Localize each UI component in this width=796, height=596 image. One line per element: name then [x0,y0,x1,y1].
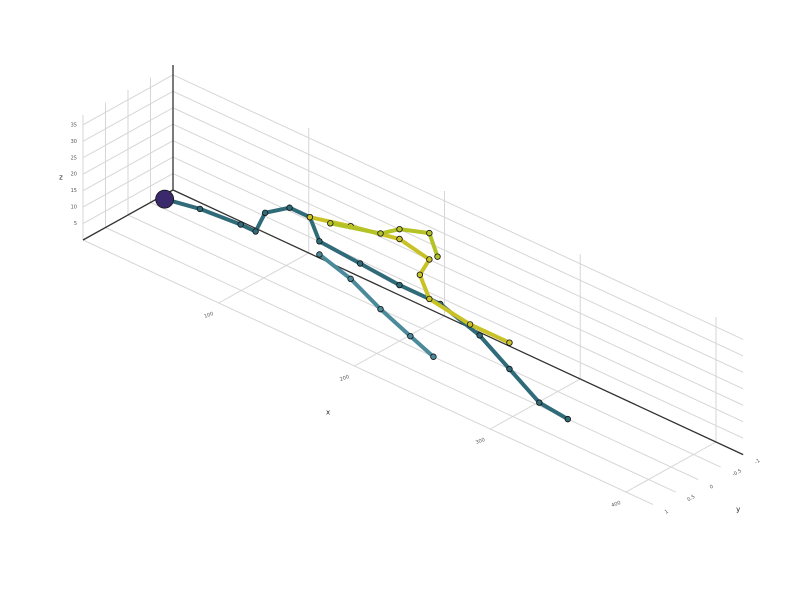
node [506,339,513,346]
grid-line [172,123,744,390]
y-axis-title: y [736,506,740,514]
z-tick-label: 35 [71,122,77,128]
y-tick-label: 0.5 [686,494,696,503]
node [377,230,384,237]
grid-line [172,74,744,340]
node [356,260,364,267]
node [306,213,314,221]
node [426,295,433,303]
z-tick-label: 5 [74,221,77,227]
grid-line [172,107,744,373]
grid-line [150,202,721,468]
y-tick-label: -1 [754,458,761,466]
y-tick-label: 0 [709,484,715,491]
node [347,275,354,283]
node [316,251,323,258]
x-tick-label: 100 [203,311,214,320]
node [426,229,433,237]
node [155,189,175,209]
grid-line [82,107,174,159]
grid-line [82,239,654,506]
grid-line [172,90,744,357]
x-tick-label: 200 [339,374,350,383]
node [286,204,293,211]
grid-line [82,156,174,208]
z-tick-label: 10 [71,205,77,211]
grid-line [127,214,699,481]
node [407,332,414,340]
grid-line [82,140,174,192]
z-tick-label: 25 [71,155,77,161]
grid-line [172,173,744,439]
x-axis-title: x [326,408,330,416]
node [237,221,244,228]
grid-line [82,123,174,175]
grid-line [172,156,744,423]
node [261,209,269,217]
node [377,305,384,313]
node [434,253,441,260]
z-tick-label: 15 [71,188,77,194]
grid-line [105,227,676,493]
node [416,271,424,278]
z-axis-title: z [59,173,63,181]
branch [309,215,511,345]
node [316,238,323,245]
node [396,225,403,233]
grid-line [82,173,174,224]
node [252,228,259,235]
node [536,399,543,406]
node [506,365,513,373]
x-tick-label: 300 [475,437,486,446]
node [564,415,572,423]
z-tick-label: 20 [71,172,77,178]
node [196,205,204,213]
grid-line [82,74,174,126]
x-tick-label: 400 [611,500,622,509]
axis-line [172,189,744,456]
grid-line [82,90,174,142]
y-tick-label: -0.5 [731,468,742,478]
y-tick-label: 1 [664,509,670,516]
node [327,220,334,227]
node [426,256,433,263]
node [476,332,483,339]
z-tick-label: 30 [71,139,77,145]
node [396,281,403,289]
node [466,321,474,328]
node [430,353,437,360]
node [396,235,403,243]
grid-line [172,140,744,406]
